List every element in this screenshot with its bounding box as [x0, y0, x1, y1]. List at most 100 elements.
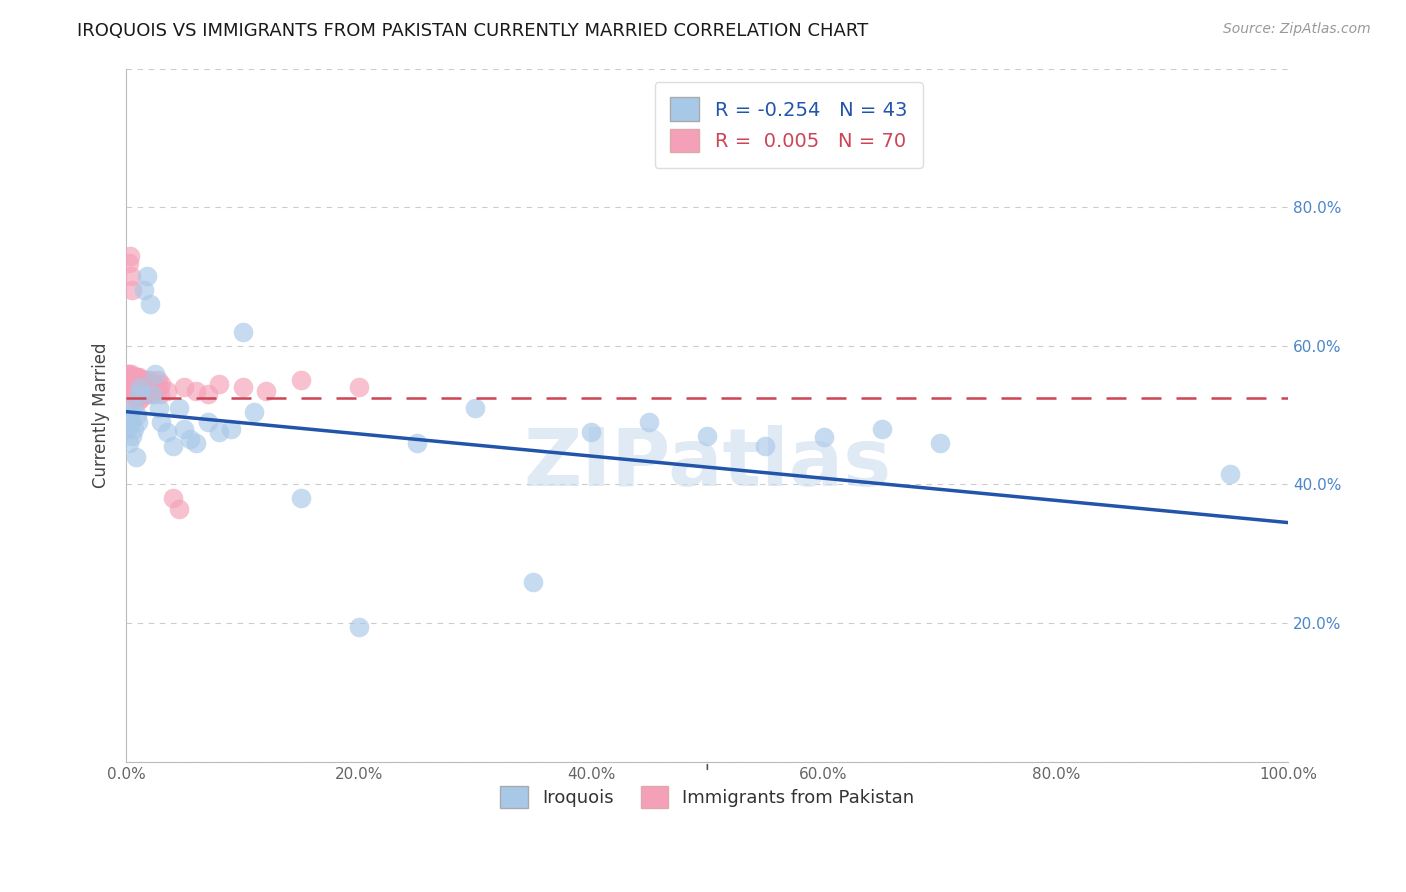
Point — [117, 376, 139, 391]
Point — [135, 376, 157, 391]
Point — [138, 297, 160, 311]
Point — [928, 435, 950, 450]
Point — [121, 380, 143, 394]
Point — [143, 380, 166, 394]
Point — [141, 380, 163, 394]
Point — [243, 405, 266, 419]
Point — [132, 384, 155, 398]
Point — [131, 380, 153, 394]
Point — [184, 435, 207, 450]
Point — [167, 501, 190, 516]
Point — [290, 374, 312, 388]
Point — [179, 433, 201, 447]
Point — [136, 374, 159, 388]
Point — [120, 367, 142, 381]
Point — [870, 422, 893, 436]
Point — [131, 380, 153, 394]
Point — [139, 374, 162, 388]
Point — [405, 435, 427, 450]
Point — [142, 387, 165, 401]
Point — [129, 384, 152, 398]
Point — [117, 367, 139, 381]
Y-axis label: Currently Married: Currently Married — [93, 343, 110, 488]
Point — [121, 429, 143, 443]
Point — [131, 391, 153, 405]
Point — [134, 380, 156, 394]
Point — [125, 408, 148, 422]
Point — [148, 401, 170, 416]
Point — [173, 422, 195, 436]
Point — [347, 380, 370, 394]
Point — [148, 380, 170, 394]
Point — [124, 422, 146, 436]
Point — [162, 439, 184, 453]
Point — [173, 380, 195, 394]
Point — [117, 435, 139, 450]
Point — [145, 384, 167, 398]
Point — [117, 367, 139, 381]
Point — [150, 415, 173, 429]
Point — [120, 415, 142, 429]
Point — [118, 370, 141, 384]
Point — [122, 370, 145, 384]
Point — [128, 370, 150, 384]
Point — [638, 415, 661, 429]
Point — [156, 384, 179, 398]
Point — [117, 422, 139, 436]
Point — [138, 387, 160, 401]
Point — [167, 401, 190, 416]
Point — [117, 380, 139, 394]
Point — [127, 394, 149, 409]
Point — [149, 387, 172, 401]
Point — [124, 376, 146, 391]
Point — [131, 374, 153, 388]
Point — [118, 380, 141, 394]
Point — [290, 491, 312, 506]
Point — [197, 387, 219, 401]
Point — [347, 619, 370, 633]
Point — [120, 376, 142, 391]
Point — [208, 376, 231, 391]
Point — [464, 401, 486, 416]
Point — [125, 376, 148, 391]
Point — [118, 249, 141, 263]
Point — [162, 491, 184, 506]
Point — [129, 380, 152, 394]
Point — [124, 380, 146, 394]
Point — [118, 408, 141, 422]
Point — [522, 574, 544, 589]
Point — [128, 387, 150, 401]
Point — [141, 387, 163, 401]
Point — [125, 380, 148, 394]
Point — [143, 367, 166, 381]
Point — [135, 380, 157, 394]
Point — [132, 284, 155, 298]
Point — [125, 370, 148, 384]
Point — [156, 425, 179, 440]
Point — [1219, 467, 1241, 481]
Point — [129, 374, 152, 388]
Point — [219, 422, 242, 436]
Point — [124, 380, 146, 394]
Point — [122, 394, 145, 409]
Point — [254, 384, 277, 398]
Point — [197, 415, 219, 429]
Point — [813, 430, 835, 444]
Point — [124, 370, 146, 384]
Point — [121, 370, 143, 384]
Point — [136, 269, 159, 284]
Text: Source: ZipAtlas.com: Source: ZipAtlas.com — [1223, 22, 1371, 37]
Point — [138, 376, 160, 391]
Point — [122, 401, 145, 416]
Point — [579, 425, 602, 440]
Point — [120, 269, 142, 284]
Point — [231, 325, 253, 339]
Point — [138, 380, 160, 394]
Point — [127, 415, 149, 429]
Point — [124, 450, 146, 464]
Point — [143, 376, 166, 391]
Point — [128, 380, 150, 394]
Point — [696, 429, 718, 443]
Point — [132, 374, 155, 388]
Point — [754, 439, 776, 453]
